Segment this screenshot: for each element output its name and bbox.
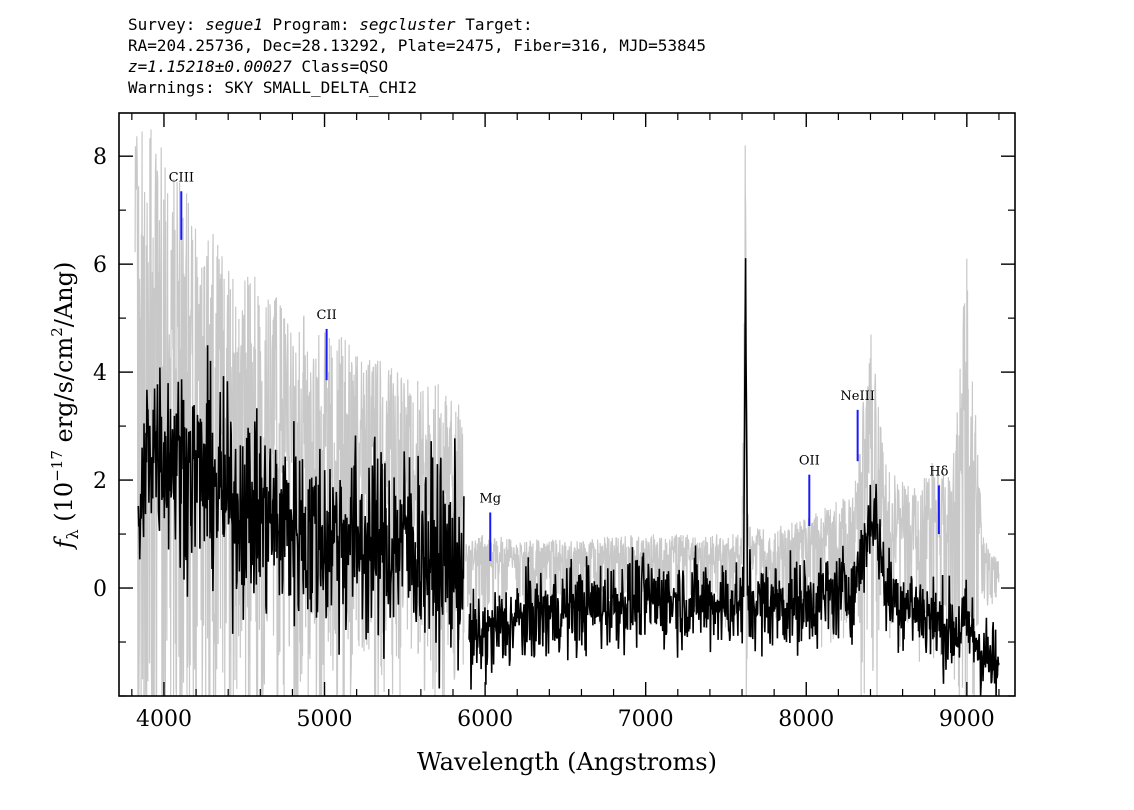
plot-frame	[118, 112, 1016, 697]
line-label-mg: Mg	[479, 491, 501, 506]
x-tick-label: 8000	[778, 707, 834, 732]
line-label-cii: CII	[317, 308, 337, 323]
survey-name: segue1	[205, 15, 263, 34]
program-name: segcluster	[359, 15, 456, 34]
x-tick-label: 7000	[618, 707, 674, 732]
y-tick-label: 0	[93, 577, 107, 602]
class-value: Class=QSO	[301, 57, 389, 76]
header-line-survey: Survey: segue1 Program: segcluster Targe…	[128, 15, 533, 34]
plot-header: Survey: segue1 Program: segcluster Targe…	[128, 14, 706, 98]
series-layer	[134, 129, 1000, 697]
y-tick-label: 4	[93, 361, 107, 386]
y-axis-label: fλ (10−17 erg/s/cm2/Ang)	[48, 262, 82, 551]
y-tick-label: 2	[93, 469, 107, 494]
x-tick-label: 9000	[939, 707, 995, 732]
x-tick-label: 6000	[457, 707, 513, 732]
header-line-coordinates: RA=204.25736, Dec=28.13292, Plate=2475, …	[128, 36, 706, 55]
x-tick-label: 4000	[136, 707, 192, 732]
x-tick-label: 5000	[297, 707, 353, 732]
line-label-h: Hδ	[929, 464, 948, 479]
header-line-warnings: Warnings: SKY SMALL_DELTA_CHI2	[128, 78, 417, 97]
x-axis-label: Wavelength (Angstroms)	[417, 748, 717, 776]
header-line-redshift: z=1.15218±0.00027 Class=QSO	[128, 56, 706, 77]
redshift-value: z=1.15218±0.00027	[128, 57, 292, 76]
y-tick-label: 8	[93, 145, 107, 170]
line-label-neiii: NeIII	[840, 389, 874, 404]
flux-series-segment-1	[137, 345, 465, 689]
emission-line-markers: CIII CII Mg OII NeIII Hδ	[169, 170, 949, 562]
flux-series-segment-2	[468, 258, 1000, 697]
y-tick-label: 6	[93, 253, 107, 278]
line-label-ciii: CIII	[169, 170, 194, 185]
line-label-oii: OII	[799, 454, 820, 469]
axis-ticks: 4000 5000 6000 7000 8000 9000 0 2 4 6 8	[93, 113, 1015, 732]
